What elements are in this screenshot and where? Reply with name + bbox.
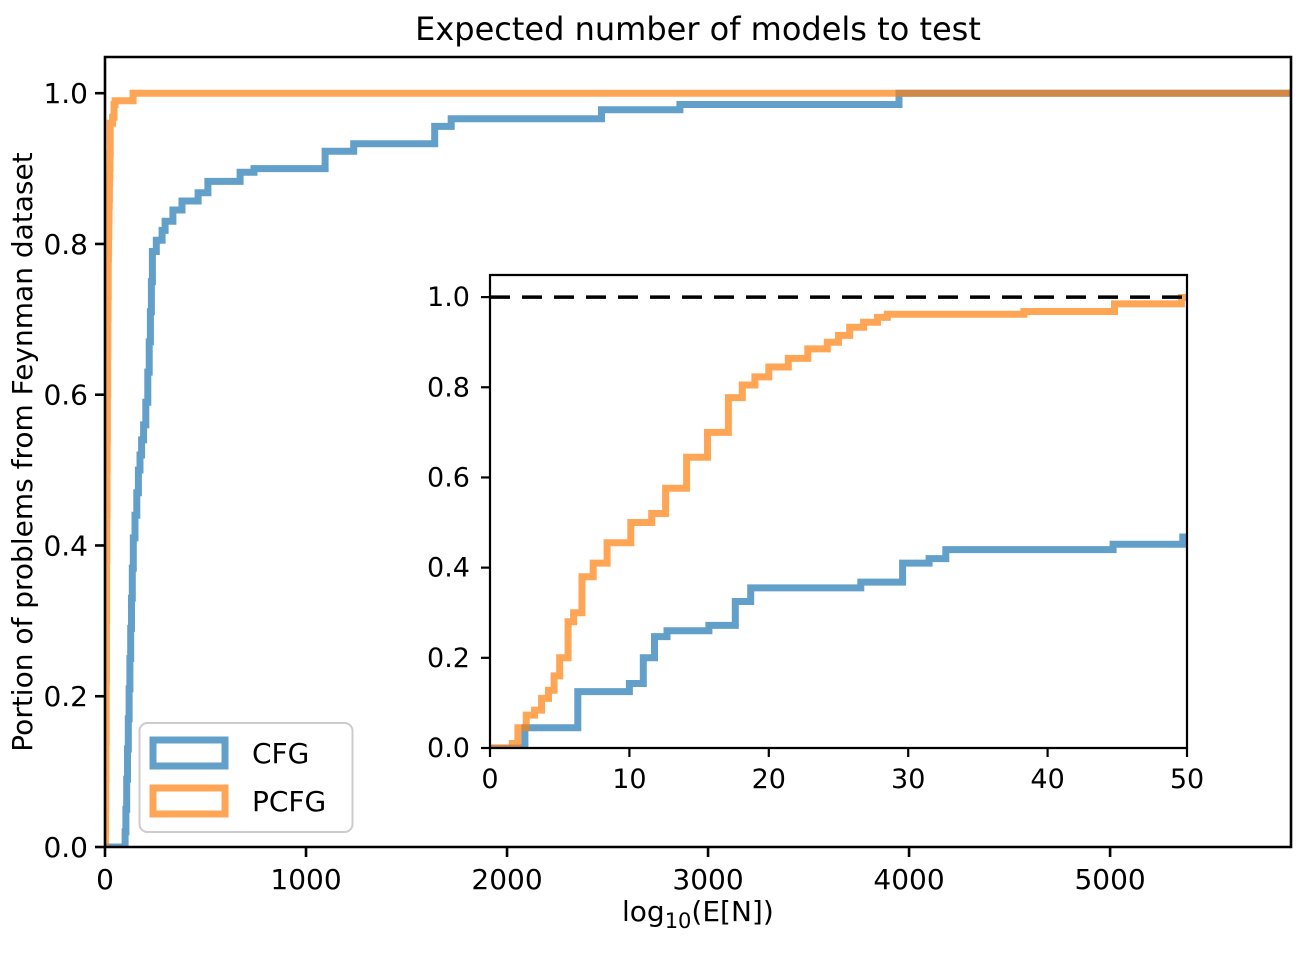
inset-background <box>489 274 1188 749</box>
cfg-curve <box>490 533 1187 748</box>
pcfg-curve <box>490 294 1187 748</box>
y-tick-label: 1.0 <box>43 77 88 110</box>
x-tick-label: 0 <box>481 764 498 795</box>
x-tick-label: 3000 <box>672 863 743 896</box>
y-tick-label: 0.2 <box>43 680 88 713</box>
y-tick-label: 0.0 <box>43 831 88 864</box>
y-axis-label: Portion of problems from Feynman dataset <box>6 152 39 751</box>
y-tick-label: 0.8 <box>427 372 470 403</box>
x-tick-label: 40 <box>1030 764 1064 795</box>
x-axis-label-prefix: log <box>622 895 665 928</box>
y-tick-label: 0.4 <box>43 529 88 562</box>
x-tick-label: 30 <box>891 764 925 795</box>
legend-label-cfg: CFG <box>252 737 309 770</box>
y-tick-label: 0.8 <box>43 228 88 261</box>
x-tick-label: 0 <box>96 863 114 896</box>
legend-swatch-cfg <box>149 736 229 770</box>
legend: CFG PCFG <box>138 722 354 833</box>
y-tick-label: 0.2 <box>427 643 470 674</box>
inset-axes: 0 10 20 30 40 50 0.0 0.2 0.4 0.6 0.8 1.0 <box>427 273 1204 795</box>
legend-swatch-pcfg <box>149 784 229 818</box>
x-tick-label: 2000 <box>471 863 542 896</box>
y-tick-label: 0.0 <box>427 733 470 764</box>
x-tick-label: 4000 <box>873 863 944 896</box>
y-tick-label: 0.6 <box>43 379 88 412</box>
x-axis-label-suffix: (E[N]) <box>691 895 773 928</box>
x-tick-label: 5000 <box>1074 863 1145 896</box>
x-tick-label: 20 <box>752 764 786 795</box>
cfg-curve <box>105 89 1291 847</box>
x-tick-label: 10 <box>612 764 646 795</box>
chart-title: Expected number of models to test <box>415 10 981 48</box>
y-tick-label: 1.0 <box>427 282 470 313</box>
x-axis-label: log10(E[N]) <box>622 895 774 933</box>
curves <box>490 294 1187 748</box>
x-tick-label: 50 <box>1170 764 1204 795</box>
axes-spines <box>103 55 1293 849</box>
x-tick-label: 1000 <box>270 863 341 896</box>
main-axes: 0 1000 2000 3000 4000 5000 0.0 0.2 0.4 0.6 0.8 1.0 <box>43 55 1293 896</box>
legend-label-pcfg: PCFG <box>252 785 326 818</box>
y-tick-label: 0.6 <box>427 462 470 493</box>
y-tick-label: 0.4 <box>427 553 470 584</box>
x-axis-label-subscript: 10 <box>665 909 692 933</box>
